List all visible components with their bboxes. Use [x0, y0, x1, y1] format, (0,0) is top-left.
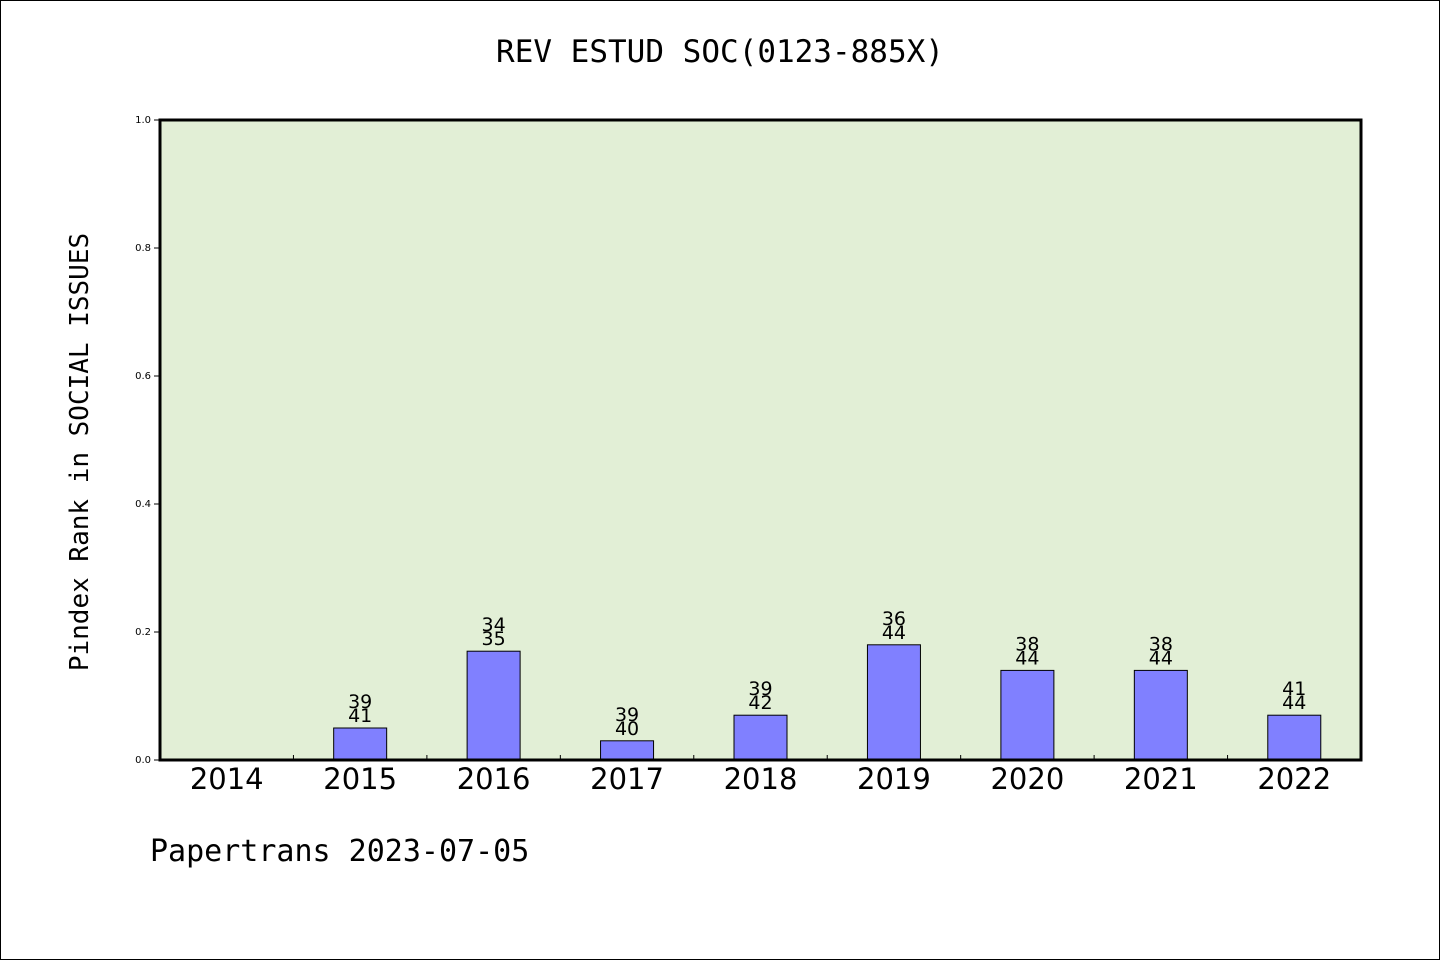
bar: [1000, 669, 1055, 761]
plot-area: [160, 120, 1361, 760]
footer-note: Papertrans 2023-07-05: [150, 834, 530, 869]
bar: [866, 644, 921, 761]
x-tick-label: 2014: [190, 762, 264, 796]
bar-label-rank: 38: [1149, 633, 1173, 655]
bar: [1267, 714, 1322, 761]
y-tick-label: 0.8: [135, 243, 151, 254]
bar-label-total: 44: [882, 622, 906, 644]
bar-label-rank: 39: [748, 678, 772, 700]
x-tick-label: 2019: [857, 762, 931, 796]
y-tick-label: 0.2: [135, 627, 151, 638]
bar-label-total: 40: [615, 718, 639, 740]
y-tick-label: 0.0: [135, 755, 151, 766]
bar: [466, 650, 521, 761]
plot-border: [158, 118, 1363, 762]
bar-label-total: 42: [748, 692, 772, 714]
bar-label-total: 41: [348, 705, 372, 727]
x-tick-label: 2017: [590, 762, 664, 796]
bars-layer: [333, 644, 1322, 761]
x-tick-label: 2018: [724, 762, 798, 796]
x-tick-label: 2021: [1124, 762, 1198, 796]
bar: [333, 727, 388, 761]
bar-label-rank: 38: [1015, 633, 1039, 655]
bar-label-total: 44: [1015, 647, 1039, 669]
bar: [600, 740, 655, 761]
x-tick-label: 2015: [323, 762, 397, 796]
x-tick-label: 2016: [457, 762, 531, 796]
chart-title: REV ESTUD SOC(0123-885X): [496, 34, 944, 70]
y-tick-label: 1.0: [135, 115, 151, 126]
y-tick-label: 0.6: [135, 371, 151, 382]
bar-label-rank: 41: [1282, 678, 1306, 700]
bar: [733, 714, 788, 761]
y-tick-label: 0.4: [135, 499, 151, 510]
bar-label-rank: 34: [482, 614, 506, 636]
bar-label-total: 35: [482, 628, 506, 650]
bar-label-total: 44: [1282, 692, 1306, 714]
bar: [1133, 669, 1188, 761]
bar-label-total: 44: [1149, 647, 1173, 669]
bar-label-rank: 39: [615, 704, 639, 726]
x-tick-label: 2020: [990, 762, 1064, 796]
bar-label-rank: 39: [348, 691, 372, 713]
bar-label-rank: 36: [882, 608, 906, 630]
x-tick-label: 2022: [1257, 762, 1331, 796]
